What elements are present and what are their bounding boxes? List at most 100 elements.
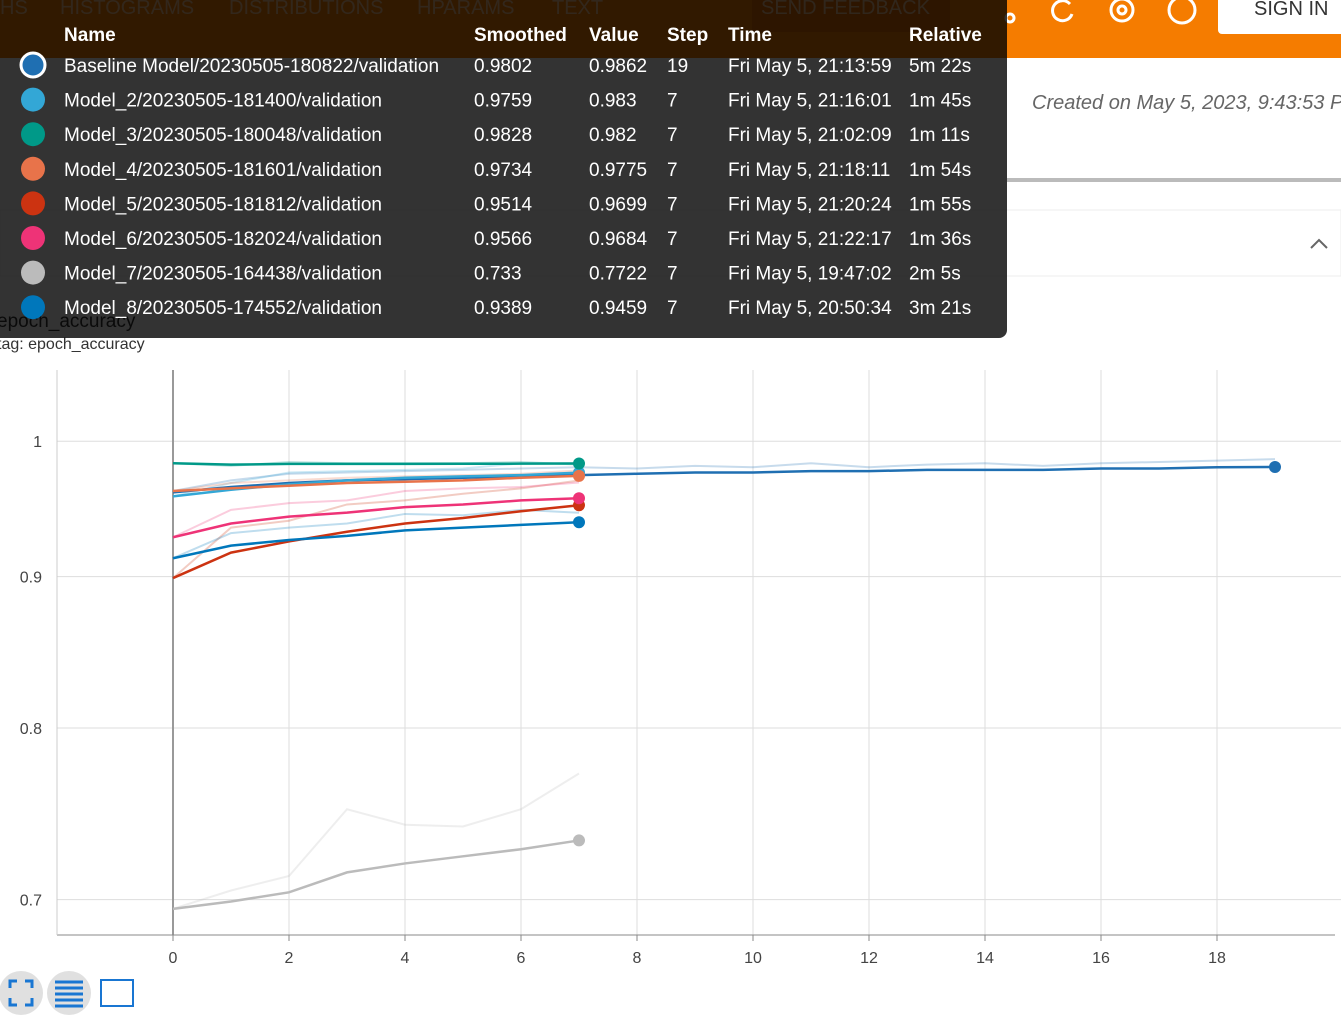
x-tick-label: 2: [285, 950, 294, 967]
end-point: [573, 516, 585, 529]
cell: 0.9759: [474, 91, 532, 112]
row-swatch: [21, 156, 45, 181]
cell: Fri May 5, 21:13:59: [728, 56, 892, 77]
cell: 7: [667, 264, 678, 285]
y-tick-label: 1: [33, 434, 42, 451]
tooltip: Name Smoothed Value Step Time Relative Baselin…: [0, 0, 1007, 338]
card-tag: tag: epoch_accuracy: [0, 336, 145, 353]
cell: 0.733: [474, 264, 522, 285]
cell: 0.7722: [589, 264, 647, 285]
raw-line: [172, 458, 1276, 493]
end-point: [573, 492, 585, 505]
fullscreen-button[interactable]: [0, 971, 43, 1015]
row-swatch: [21, 226, 45, 250]
cell: 0.982: [589, 125, 637, 146]
cell: 7: [667, 194, 678, 215]
cell: Fri May 5, 21:20:24: [728, 194, 892, 215]
column-header: Step: [667, 25, 708, 46]
cell: Model_5/20230505-181812/validation: [64, 194, 382, 215]
collapse-icon[interactable]: [1310, 238, 1328, 249]
y-tick-label: 0.9: [20, 570, 42, 587]
cell: 0.9862: [589, 56, 647, 77]
smoothed-line: [172, 521, 580, 560]
sign-in-label[interactable]: SIGN IN: [1254, 0, 1328, 20]
cell: 7: [667, 298, 678, 319]
cell: Model_7/20230505-164438/validation: [64, 264, 382, 285]
end-point: [1269, 460, 1281, 473]
cell: 3m 21s: [909, 298, 971, 319]
cell: 0.9802: [474, 56, 532, 77]
cell: Fri May 5, 20:50:34: [728, 298, 892, 319]
cell: Model_4/20230505-181601/validation: [64, 160, 382, 181]
cell: Model_3/20230505-180048/validation: [64, 125, 382, 146]
cell: 1m 55s: [909, 194, 971, 215]
x-tick-label: 10: [744, 950, 762, 967]
x-tick-label: 0: [169, 950, 178, 967]
end-point: [573, 457, 585, 470]
cell: Fri May 5, 21:16:01: [728, 91, 892, 112]
cell: 0.9828: [474, 125, 532, 146]
cell: 1m 36s: [909, 229, 971, 250]
raw-line: [172, 481, 580, 539]
raw-line: [172, 469, 580, 493]
cell: 0.983: [589, 91, 637, 112]
cell: Fri May 5, 19:47:02: [728, 264, 892, 285]
fit-domain-button[interactable]: [100, 979, 134, 1007]
column-header: Value: [589, 25, 639, 46]
created-text: Created on May 5, 2023, 9:43:53 P: [1032, 92, 1341, 114]
cell: 0.9684: [589, 229, 648, 250]
cell: 0.9459: [589, 298, 647, 319]
cell: 0.9514: [474, 194, 533, 215]
help-icon[interactable]: [1167, 0, 1197, 25]
x-tick-label: 4: [401, 950, 410, 967]
cell: Baseline Model/20230505-180822/validatio…: [64, 56, 439, 77]
cell: Fri May 5, 21:18:11: [728, 160, 890, 181]
cell: 2m 5s: [909, 264, 961, 285]
cell: 5m 22s: [909, 56, 971, 77]
raw-line: [172, 508, 580, 560]
cell: 19: [667, 56, 688, 77]
cell: 1m 11s: [909, 125, 970, 146]
y-tick-label: 0.7: [20, 893, 42, 910]
cell: Model_8/20230505-174552/validation: [64, 298, 382, 319]
column-header: Name: [64, 25, 116, 46]
x-tick-label: 18: [1208, 950, 1226, 967]
cell: Model_2/20230505-181400/validation: [64, 91, 382, 112]
cell: Fri May 5, 21:02:09: [728, 125, 892, 146]
cell: 0.9734: [474, 160, 533, 181]
row-swatch: [21, 295, 45, 320]
x-tick-label: 14: [976, 950, 994, 967]
divider: [1007, 178, 1341, 182]
card-toolbar: [0, 971, 134, 1015]
cell: 0.9699: [589, 194, 647, 215]
cell: 7: [667, 125, 678, 146]
raw-line: [172, 479, 580, 579]
cell: Model_6/20230505-182024/validation: [64, 229, 382, 250]
end-point: [573, 469, 585, 482]
x-tick-label: 12: [860, 950, 878, 967]
row-swatch: [21, 87, 45, 112]
cell: 0.9775: [589, 160, 647, 181]
row-swatch: [21, 122, 45, 147]
raw-line: [172, 772, 580, 910]
x-tick-label: 6: [517, 950, 526, 967]
cell: 1m 45s: [909, 91, 971, 112]
x-tick-label: 8: [633, 950, 642, 967]
settings-icon[interactable]: [1109, 0, 1135, 23]
row-swatch: [19, 51, 47, 79]
smoothed-line: [172, 504, 580, 580]
sign-in-button[interactable]: [1218, 0, 1341, 34]
cell: 1m 54s: [909, 160, 971, 181]
x-tick-label: 16: [1092, 950, 1110, 967]
cell: 0.9389: [474, 298, 532, 319]
column-header: Smoothed: [474, 25, 567, 46]
cell: 7: [667, 229, 678, 250]
cell: 0.9566: [474, 229, 532, 250]
reload-icon[interactable]: [1051, 0, 1074, 23]
cell: Fri May 5, 21:22:17: [728, 229, 892, 250]
chart: 0.70.80.910 2 4 6 8 10 12 14 16 18: [20, 370, 1341, 967]
row-swatch: [21, 191, 45, 216]
smoothed-line: [172, 474, 580, 493]
